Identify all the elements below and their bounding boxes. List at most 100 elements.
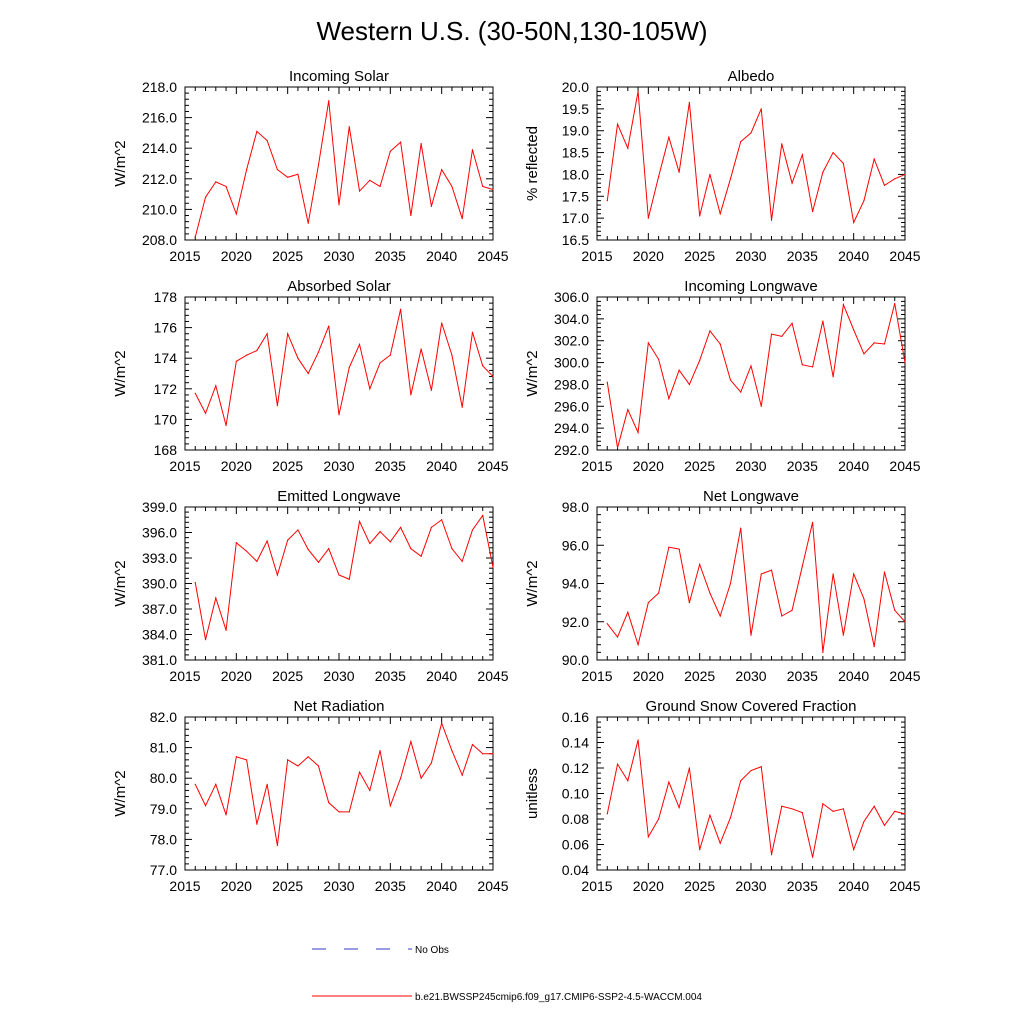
x-tick-label: 2035 xyxy=(787,458,818,474)
y-tick-label: 18.5 xyxy=(562,145,589,161)
data-point xyxy=(812,856,814,858)
y-tick-label: 92.0 xyxy=(562,614,589,630)
x-tick-label: 2030 xyxy=(735,668,766,684)
data-point xyxy=(451,750,453,752)
data-point xyxy=(801,364,803,366)
data-point xyxy=(616,636,619,638)
data-point xyxy=(379,531,381,533)
x-tick-label: 2015 xyxy=(169,878,200,894)
data-point xyxy=(287,176,289,178)
x-tick-label: 2035 xyxy=(375,878,406,894)
data-point xyxy=(740,391,742,393)
data-point xyxy=(709,592,711,594)
x-tick-label: 2040 xyxy=(838,878,869,894)
x-tick-label: 2025 xyxy=(272,878,303,894)
data-point xyxy=(832,151,834,154)
figure-title: Western U.S. (30-50N,130-105W) xyxy=(316,16,707,46)
x-tick-label: 2025 xyxy=(272,458,303,474)
data-point xyxy=(719,615,721,617)
x-tick-label: 2015 xyxy=(169,458,200,474)
data-point xyxy=(194,236,196,238)
data-point xyxy=(317,765,320,767)
panel-title: Emitted Longwave xyxy=(277,488,400,505)
data-point xyxy=(740,141,742,143)
y-tick-label: 17.0 xyxy=(562,210,589,226)
y-tick-label: 77.0 xyxy=(150,862,177,878)
data-point xyxy=(658,176,660,178)
panel-incoming-longwave: Incoming Longwave 2015 2020 2025 2030 2035 204… xyxy=(524,278,921,474)
data-point xyxy=(379,185,381,188)
y-axis-label: W/m^2 xyxy=(112,770,129,816)
x-tick-label: 2035 xyxy=(375,248,406,264)
x-tick-label: 2035 xyxy=(787,668,818,684)
data-point xyxy=(420,348,422,350)
data-point xyxy=(246,169,248,171)
data-point xyxy=(430,389,432,391)
y-tick-label: 19.5 xyxy=(562,101,589,117)
data-point xyxy=(637,644,639,646)
data-point xyxy=(801,154,803,156)
data-point xyxy=(709,173,711,176)
y-tick-label: 214.0 xyxy=(142,140,177,156)
data-point xyxy=(678,806,680,809)
data-point xyxy=(616,123,619,125)
data-point xyxy=(627,147,629,149)
data-point xyxy=(225,629,227,631)
y-tick-label: 170 xyxy=(154,411,178,427)
y-tick-label: 168 xyxy=(154,442,178,458)
data-point xyxy=(699,359,701,361)
data-point xyxy=(256,349,258,352)
data-point xyxy=(297,529,299,531)
data-point xyxy=(266,540,268,542)
data-point xyxy=(471,331,474,333)
x-tick-label: 2035 xyxy=(375,668,406,684)
panel-title: Net Longwave xyxy=(703,488,799,505)
data-point xyxy=(225,814,227,816)
data-point xyxy=(441,722,443,724)
data-point xyxy=(791,322,793,324)
panel-title: Absorbed Solar xyxy=(287,278,390,295)
data-point xyxy=(461,217,463,220)
data-point xyxy=(256,130,258,132)
data-point xyxy=(410,214,412,217)
data-point xyxy=(297,173,299,175)
data-point xyxy=(307,372,309,375)
panel-albedo: Albedo 2015 2020 2025 2030 2035 2040 2045 16.5 17… xyxy=(524,68,921,264)
data-point xyxy=(863,200,865,202)
x-tick-label: 2045 xyxy=(889,878,920,894)
data-point xyxy=(471,743,474,746)
panel-ground-snow-covered-fraction: Ground Snow Covered Fraction 2015 2020 2025… xyxy=(524,698,921,894)
data-point xyxy=(225,185,227,188)
y-axis-label: W/m^2 xyxy=(524,350,541,396)
x-tick-label: 2030 xyxy=(323,878,354,894)
data-point xyxy=(246,759,248,761)
y-tick-label: 384.0 xyxy=(142,627,177,643)
data-point xyxy=(338,204,340,206)
data-point xyxy=(235,213,237,215)
y-tick-label: 176 xyxy=(154,320,178,336)
data-point xyxy=(853,221,855,224)
data-point xyxy=(729,817,732,819)
data-point xyxy=(842,634,845,636)
x-tick-label: 2020 xyxy=(221,458,252,474)
x-tick-label: 2025 xyxy=(272,248,303,264)
data-point xyxy=(482,185,484,188)
x-tick-label: 2045 xyxy=(477,878,508,894)
y-tick-label: 387.0 xyxy=(142,601,177,617)
data-point xyxy=(801,565,803,567)
data-point xyxy=(709,814,711,816)
plot-frame xyxy=(184,86,494,241)
data-point xyxy=(276,574,278,576)
data-point xyxy=(760,766,762,768)
data-point xyxy=(699,849,701,851)
data-point xyxy=(781,805,783,807)
data-point xyxy=(637,739,639,741)
data-point xyxy=(482,365,484,367)
x-tick-label: 2030 xyxy=(323,668,354,684)
y-tick-label: 90.0 xyxy=(562,652,589,668)
data-point xyxy=(729,178,732,180)
y-tick-label: 178 xyxy=(154,289,178,305)
data-point xyxy=(420,777,422,779)
data-point xyxy=(801,812,803,814)
data-point xyxy=(287,539,289,541)
